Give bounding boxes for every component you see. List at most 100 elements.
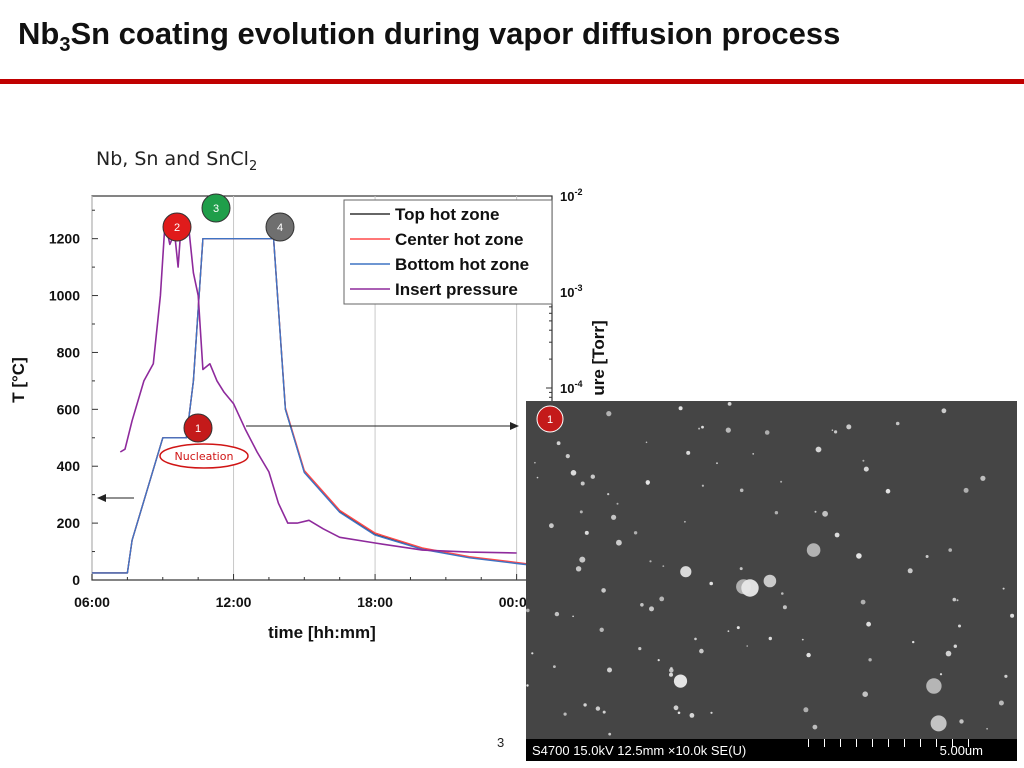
sem-scale-ticks [808,739,973,747]
sem-particle [764,430,770,435]
sem-particle [739,488,744,493]
sem-particle [633,531,638,535]
sem-particle [531,652,534,655]
sem-particle [746,645,748,647]
sem-particle [549,523,554,529]
marker-1: 1 [183,413,213,443]
sem-particle [812,724,818,730]
x-tick-label: 00:00 [499,594,535,610]
sem-particle [781,592,784,595]
sem-particle [868,658,872,662]
legend: Top hot zone Center hot zone Bottom hot zo… [343,199,553,305]
sem-particle [866,621,871,627]
sem-particle [926,678,942,694]
sem-particle [716,462,718,465]
y-tick-label: 600 [57,401,81,417]
secondary-y-axis-label: ure [Torr] [589,320,608,395]
sem-particle [907,568,913,574]
sem-caption: S4700 15.0kV 12.5mm ×10.0k SE(U) [532,743,747,758]
sem-particle [856,553,862,559]
sem-particle [590,474,595,479]
sem-particle [526,684,529,687]
svg-text:3: 3 [213,203,219,215]
sem-particle [684,520,686,523]
y2-tick-label: 10-3 [560,283,582,300]
sem-particle [657,659,660,662]
y-tick-label: 1000 [49,288,80,304]
sem-particle [846,424,852,430]
sem-particle [583,703,587,707]
sem-particle [698,427,701,430]
sem-particle [570,470,577,476]
sem-particle [782,605,787,610]
sem-particle [526,608,530,613]
marker-2: 2 [162,212,192,242]
sem-particle [678,406,683,411]
sem-particle [554,611,560,617]
sem-particle [834,430,838,434]
sem-particle [673,674,688,688]
sem-particle [941,408,947,414]
sem-particle [768,636,772,641]
sem-particle [649,606,654,612]
sem-particle [736,626,740,630]
sem-particle [815,446,822,453]
sem-particle [606,411,612,417]
svg-text:4: 4 [277,222,283,234]
legend-entry: Insert pressure [395,280,518,299]
sem-particle [669,668,674,673]
sem-particle [862,459,865,462]
sem-particle [939,673,943,676]
sem-particle [701,484,704,487]
sem-particle [956,599,959,602]
sem-particle [701,425,704,429]
sem-particle [579,556,586,563]
sem-particle [998,700,1004,706]
sem-particle [822,510,828,517]
sem-particle [806,543,821,557]
sem-particle [699,648,704,654]
sem-particle [601,588,606,593]
sem-particle [556,441,561,446]
sem-particle [616,502,619,505]
sem-particle [709,581,713,586]
sem-particle [912,640,915,644]
y-tick-label: 400 [57,458,81,474]
sem-particle [563,712,567,716]
sem-particle [862,691,868,697]
sem-particle [662,565,665,567]
sem-particle [725,427,731,433]
sem-particle [673,705,679,711]
legend-entry: Center hot zone [395,230,523,249]
sem-particle [686,450,691,455]
y-tick-label: 200 [57,515,81,531]
nucleation-annotation: Nucleation [159,443,249,469]
title-divider [0,79,1024,84]
sem-particle [885,488,891,494]
sem-particle [584,530,589,535]
sem-particle [774,511,779,515]
svg-text:Nucleation: Nucleation [175,450,234,463]
left-arrow-head [97,494,106,502]
legend-entry: Top hot zone [395,205,500,224]
sem-particle [638,647,642,651]
sem-particle [602,710,606,714]
y2-tick-label: 10-2 [560,187,582,204]
sem-marker-1: 1 [536,405,564,433]
sem-particle [736,579,752,595]
sem-particle [580,481,585,486]
sem-particle [801,638,804,641]
sem-particle [945,650,952,657]
sem-particle [572,615,574,618]
marker-4: 4 [265,212,295,242]
sem-particle [948,548,952,552]
sem-particle [952,597,957,602]
sem-particle [980,475,986,481]
sem-particle [608,732,612,736]
sem-particle [694,637,697,641]
sem-particle [575,566,582,572]
svg-text:1: 1 [195,423,201,435]
y-tick-label: 800 [57,344,81,360]
marker-3: 3 [201,193,231,223]
sem-particle [669,672,673,677]
